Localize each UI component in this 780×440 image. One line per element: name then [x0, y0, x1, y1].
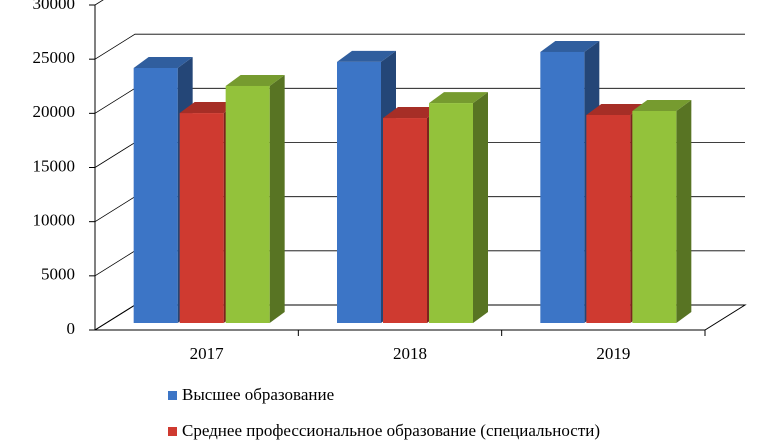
bar-top	[133, 56, 193, 68]
legend-label: Высшее образование	[182, 385, 334, 404]
y-tick-label: 30000	[33, 0, 76, 13]
bar-side	[676, 99, 692, 323]
bar-top	[632, 99, 692, 111]
bar-front	[133, 67, 178, 323]
legend-label: Среднее профессиональное образование (сп…	[182, 421, 600, 440]
y-tick-label: 20000	[33, 102, 76, 121]
bar-front	[225, 85, 270, 323]
legend-swatch	[168, 427, 177, 436]
bar	[225, 74, 285, 323]
bar-top	[179, 102, 239, 114]
bar-front	[179, 113, 224, 323]
bar-front	[586, 115, 631, 323]
grid-line	[94, 33, 745, 60]
bar-front	[429, 103, 473, 323]
bar-front	[632, 110, 677, 323]
x-tick-label: 2018	[393, 344, 427, 363]
bar	[429, 92, 488, 323]
bar-side	[269, 74, 285, 323]
y-tick-label: 25000	[33, 48, 76, 67]
x-tick-label: 2017	[190, 344, 225, 363]
grid-line	[94, 0, 104, 6]
bar-top	[540, 40, 600, 52]
bar	[632, 99, 692, 323]
y-tick-label: 10000	[33, 211, 76, 230]
bar-top	[337, 50, 396, 62]
bar-top	[429, 92, 488, 104]
y-tick-label: 0	[67, 319, 76, 338]
bar-top	[225, 74, 285, 86]
bar-front	[383, 118, 427, 324]
x-tick-label: 2019	[596, 344, 630, 363]
bar-front	[337, 61, 381, 324]
bar-front	[540, 51, 585, 323]
bar-top	[383, 107, 442, 119]
y-tick-label: 5000	[41, 265, 75, 284]
bar-side	[473, 92, 488, 323]
bar-top	[586, 104, 646, 115]
legend-swatch	[168, 391, 177, 400]
y-tick-label: 15000	[33, 156, 76, 175]
